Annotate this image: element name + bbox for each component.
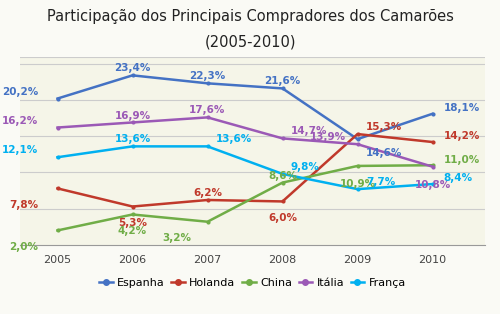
- Itália: [130, 121, 136, 124]
- Text: 14,2%: 14,2%: [444, 132, 480, 142]
- Holanda: [354, 132, 360, 136]
- Espanha: [354, 137, 360, 141]
- China: [130, 213, 136, 216]
- Espanha: [54, 97, 60, 100]
- Itália: [54, 126, 60, 129]
- Text: 2,0%: 2,0%: [9, 242, 38, 252]
- Text: 8,6%: 8,6%: [268, 171, 297, 181]
- China: [430, 163, 436, 167]
- Holanda: [54, 187, 60, 190]
- Line: França: França: [56, 144, 434, 191]
- Text: 9,8%: 9,8%: [291, 162, 320, 172]
- Text: 20,2%: 20,2%: [2, 87, 38, 97]
- Espanha: [430, 112, 436, 116]
- Text: 14,6%: 14,6%: [366, 148, 402, 158]
- Holanda: [130, 205, 136, 208]
- França: [54, 155, 60, 159]
- Text: 7,7%: 7,7%: [366, 177, 395, 187]
- China: [54, 229, 60, 232]
- China: [280, 181, 285, 185]
- Text: 13,6%: 13,6%: [216, 134, 252, 144]
- Text: 8,4%: 8,4%: [444, 174, 472, 183]
- Text: 13,9%: 13,9%: [310, 132, 346, 142]
- Text: 13,6%: 13,6%: [114, 134, 150, 144]
- Espanha: [204, 81, 210, 85]
- Text: 4,2%: 4,2%: [118, 226, 147, 236]
- Text: 6,2%: 6,2%: [193, 188, 222, 198]
- Text: Participação dos Principais Compradores dos Camarões: Participação dos Principais Compradores …: [46, 9, 454, 24]
- Text: (2005-2010): (2005-2010): [204, 35, 296, 50]
- Text: 22,3%: 22,3%: [190, 71, 226, 81]
- Holanda: [280, 200, 285, 203]
- França: [204, 144, 210, 148]
- Text: 16,2%: 16,2%: [2, 116, 38, 126]
- Line: China: China: [56, 163, 434, 232]
- Holanda: [204, 198, 210, 202]
- China: [354, 164, 360, 168]
- França: [130, 144, 136, 148]
- Text: 10,8%: 10,8%: [414, 180, 450, 190]
- Text: 21,6%: 21,6%: [264, 76, 300, 86]
- França: [354, 187, 360, 191]
- Itália: [430, 165, 436, 169]
- Line: Holanda: Holanda: [56, 132, 434, 208]
- Text: 23,4%: 23,4%: [114, 63, 150, 73]
- Text: 3,2%: 3,2%: [162, 233, 191, 243]
- Text: 12,1%: 12,1%: [2, 145, 38, 155]
- Text: 17,6%: 17,6%: [190, 106, 226, 116]
- Itália: [280, 137, 285, 140]
- França: [430, 182, 436, 186]
- China: [204, 220, 210, 224]
- Legend: Espanha, Holanda, China, Itália, França: Espanha, Holanda, China, Itália, França: [95, 273, 410, 292]
- Text: 11,0%: 11,0%: [444, 155, 480, 165]
- Text: 18,1%: 18,1%: [444, 103, 480, 113]
- Espanha: [280, 87, 285, 90]
- Text: 14,7%: 14,7%: [291, 127, 328, 137]
- Text: 5,3%: 5,3%: [118, 218, 147, 228]
- Text: 10,9%: 10,9%: [340, 179, 376, 189]
- Line: Espanha: Espanha: [56, 73, 434, 141]
- Text: 6,0%: 6,0%: [268, 213, 297, 223]
- Itália: [204, 116, 210, 119]
- Espanha: [130, 73, 136, 77]
- Text: 7,8%: 7,8%: [9, 200, 38, 210]
- Itália: [354, 142, 360, 146]
- Holanda: [430, 140, 436, 144]
- França: [280, 172, 285, 176]
- Text: 16,9%: 16,9%: [114, 111, 150, 121]
- Line: Itália: Itália: [56, 115, 434, 169]
- Text: 15,3%: 15,3%: [366, 122, 402, 132]
